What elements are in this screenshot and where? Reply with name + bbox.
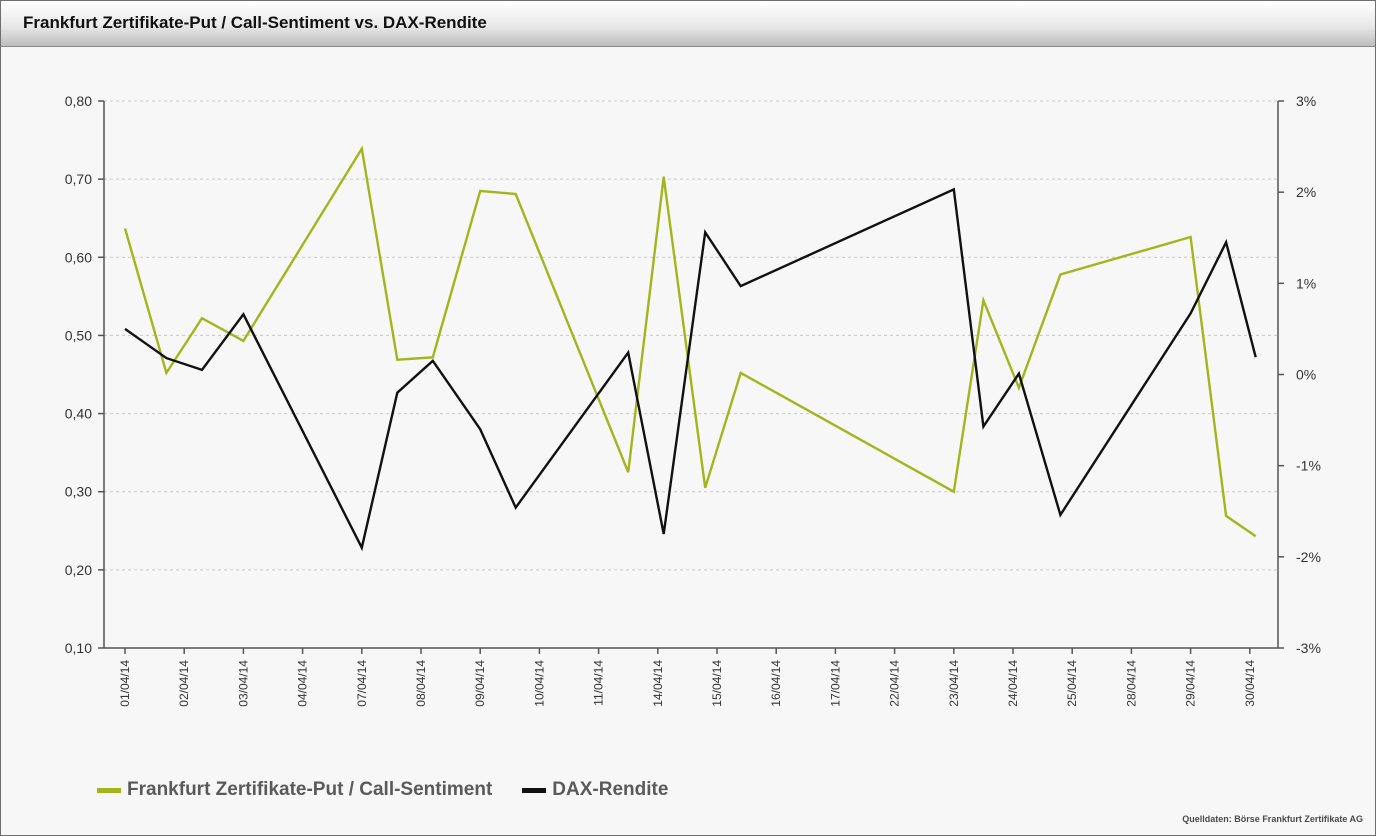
- source-note: Quelldaten: Börse Frankfurt Zertifikate …: [1182, 814, 1363, 824]
- x-tick-label: 09/04/14: [473, 660, 487, 707]
- legend-swatch-sentiment: [97, 787, 121, 793]
- x-tick-label: 22/04/14: [888, 660, 902, 707]
- x-tick-label: 14/04/14: [651, 660, 665, 707]
- chart-legend: Frankfurt Zertifikate-Put / Call-Sentime…: [97, 779, 698, 801]
- legend-item-sentiment: Frankfurt Zertifikate-Put / Call-Sentime…: [97, 779, 492, 801]
- chart-header: Frankfurt Zertifikate-Put / Call-Sentime…: [1, 1, 1375, 47]
- right-tick-label: 1%: [1296, 275, 1316, 291]
- left-tick-label: 0,20: [65, 562, 92, 578]
- x-tick-label: 17/04/14: [828, 660, 842, 707]
- x-tick-label: 08/04/14: [414, 660, 428, 707]
- x-tick-label: 11/04/14: [592, 660, 606, 706]
- right-tick-label: 3%: [1296, 93, 1316, 109]
- x-tick-label: 28/04/14: [1124, 660, 1138, 707]
- left-tick-label: 0,60: [65, 249, 92, 265]
- x-tick-label: 25/04/14: [1065, 660, 1079, 707]
- legend-label-sentiment: Frankfurt Zertifikate-Put / Call-Sentime…: [127, 779, 493, 800]
- left-tick-label: 0,80: [65, 93, 92, 109]
- right-tick-label: 0%: [1296, 367, 1316, 383]
- series-line-sentiment: [123, 145, 1257, 538]
- x-tick-label: 30/04/14: [1243, 660, 1257, 707]
- x-tick-label: 01/04/14: [118, 660, 132, 707]
- right-tick-label: 2%: [1296, 184, 1316, 200]
- left-tick-label: 0,50: [65, 327, 92, 343]
- x-tick-label: 10/04/14: [532, 660, 546, 707]
- x-tick-label: 15/04/14: [710, 660, 724, 707]
- x-tick-label: 24/04/14: [1006, 660, 1020, 707]
- series-line-dax: [124, 187, 1257, 552]
- right-tick-label: -3%: [1296, 640, 1321, 656]
- legend-item-dax: DAX-Rendite: [522, 779, 668, 801]
- legend-label-dax: DAX-Rendite: [552, 779, 669, 800]
- left-tick-label: 0,70: [65, 171, 92, 187]
- x-tick-label: 03/04/14: [236, 660, 250, 707]
- x-tick-label: 02/04/14: [177, 660, 191, 707]
- right-tick-label: -2%: [1296, 549, 1321, 565]
- left-tick-label: 0,10: [65, 640, 92, 656]
- x-tick-label: 23/04/14: [947, 660, 961, 707]
- right-tick-label: -1%: [1296, 458, 1321, 474]
- chart-title: Frankfurt Zertifikate-Put / Call-Sentime…: [23, 13, 487, 32]
- legend-swatch-dax: [522, 787, 547, 793]
- x-tick-label: 04/04/14: [296, 660, 310, 707]
- left-tick-label: 0,30: [65, 484, 92, 500]
- x-tick-label: 29/04/14: [1184, 660, 1198, 707]
- x-tick-label: 07/04/14: [355, 660, 369, 707]
- left-tick-label: 0,40: [65, 406, 92, 422]
- x-tick-label: 16/04/14: [769, 660, 783, 707]
